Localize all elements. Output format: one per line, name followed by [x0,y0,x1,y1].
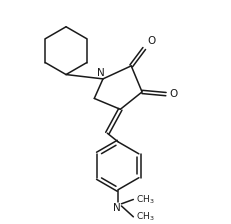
Text: CH$_3$: CH$_3$ [135,193,154,206]
Text: O: O [147,36,155,46]
Text: N: N [113,203,120,213]
Text: O: O [168,89,177,99]
Text: CH$_3$: CH$_3$ [135,211,154,223]
Text: N: N [97,69,104,78]
